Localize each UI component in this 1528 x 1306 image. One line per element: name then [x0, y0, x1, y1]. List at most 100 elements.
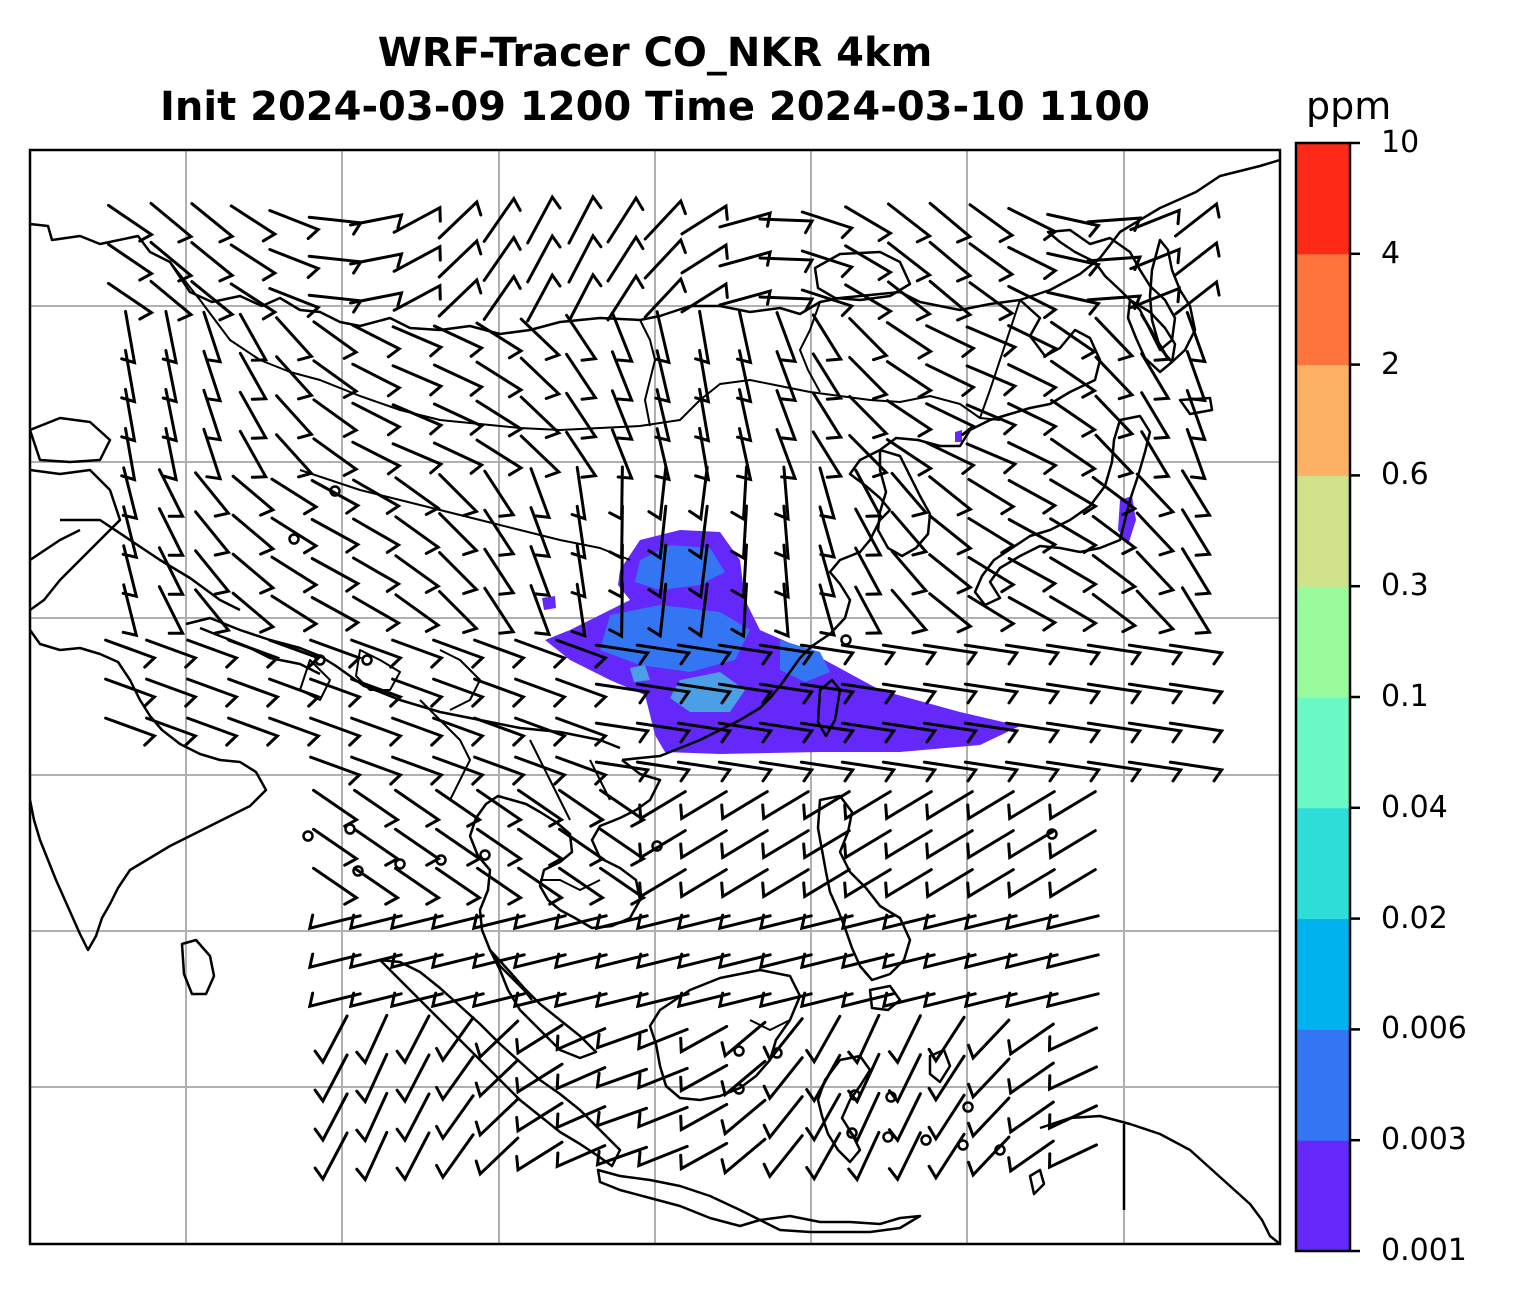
- wind-barb: [928, 475, 974, 517]
- wind-barb: [1007, 324, 1059, 359]
- wind-barb: [774, 543, 790, 600]
- wind-barb: [473, 716, 527, 747]
- wind-barb: [1046, 290, 1102, 316]
- wind-barb: [1174, 201, 1221, 238]
- wind-barb: [519, 395, 562, 439]
- wind-barb: [157, 507, 186, 557]
- wind-barb: [437, 238, 483, 279]
- wind-barb: [483, 547, 516, 596]
- wind-barb: [890, 588, 929, 635]
- wind-barb: [1049, 478, 1099, 515]
- wind-barb: [231, 552, 276, 595]
- wind-barb: [1168, 643, 1225, 666]
- wind-barb: [595, 1106, 648, 1128]
- wind-barb: [309, 716, 363, 747]
- wind-barb: [758, 295, 815, 313]
- colorbar: [1294, 141, 1360, 1253]
- colorbar-tick-label: 0.1: [1381, 679, 1429, 714]
- wind-barb: [884, 829, 933, 860]
- wind-barb: [758, 913, 813, 931]
- wind-barb: [1007, 245, 1059, 281]
- wind-barb: [928, 201, 973, 244]
- wind-barb: [847, 1091, 881, 1144]
- wind-barb: [610, 311, 634, 363]
- wind-barb: [526, 272, 562, 323]
- wind-barb: [394, 866, 442, 906]
- wind-barb: [676, 760, 733, 783]
- wind-barb: [307, 952, 362, 970]
- wind-barb: [526, 194, 562, 245]
- wind-barb: [848, 356, 890, 401]
- colorbar-units-label: ppm: [1306, 84, 1392, 128]
- wind-barb: [818, 466, 837, 520]
- wind-barb: [104, 677, 158, 708]
- wind-barb: [927, 1054, 966, 1103]
- wind-barb: [1091, 514, 1138, 556]
- wind-barb: [881, 991, 936, 1009]
- wind-barb: [475, 438, 524, 477]
- wind-barb: [483, 586, 516, 635]
- wind-barb: [474, 1097, 520, 1138]
- wind-barb: [227, 716, 281, 747]
- wind-barb: [676, 721, 733, 744]
- wind-barbs: [104, 194, 1225, 1183]
- wind-barb: [567, 272, 603, 323]
- wind-barb: [352, 595, 402, 632]
- colorbar-segment: [1296, 586, 1350, 698]
- wind-barb: [310, 479, 361, 515]
- wind-barb: [268, 209, 322, 240]
- wind-barb: [730, 543, 748, 600]
- colorbar-segment: [1296, 1029, 1350, 1141]
- wind-barb: [202, 349, 223, 403]
- wind-barb: [391, 638, 445, 669]
- wind-barb: [717, 760, 774, 783]
- wind-barb: [595, 1028, 648, 1050]
- wind-barb: [186, 716, 240, 747]
- wind-barb: [432, 716, 486, 747]
- wind-barb: [635, 721, 692, 744]
- wind-barb: [805, 1092, 842, 1143]
- wind-barb: [799, 760, 856, 783]
- wind-barb: [963, 643, 1020, 666]
- wind-barb: [963, 721, 1020, 744]
- wind-barb: [1004, 643, 1061, 666]
- wind-barb: [555, 1066, 607, 1091]
- wind-barb: [890, 510, 929, 557]
- colorbar-segment: [1296, 253, 1350, 366]
- wind-barb: [1007, 557, 1058, 593]
- wind-barb: [1185, 389, 1207, 442]
- wind-barb: [313, 1131, 349, 1182]
- wind-barb: [799, 721, 856, 744]
- wind-barb: [925, 829, 974, 860]
- wind-barb: [1181, 586, 1213, 635]
- wind-barb: [635, 643, 692, 666]
- wind-barb: [1007, 363, 1059, 398]
- wind-barb: [1004, 721, 1061, 744]
- wind-barb: [190, 202, 236, 244]
- wind-barb: [1086, 760, 1143, 783]
- wind-barb: [194, 588, 232, 635]
- wind-barb: [1094, 394, 1135, 440]
- wind-barb: [840, 913, 895, 931]
- wind-barb: [718, 289, 773, 307]
- wind-barb: [847, 1052, 881, 1105]
- wind-barb: [435, 866, 483, 906]
- wind-barb: [349, 213, 404, 230]
- wind-barb: [679, 868, 728, 899]
- wind-barb: [775, 311, 798, 364]
- wind-barb: [1140, 391, 1171, 440]
- wind-barb: [517, 788, 565, 828]
- wind-barb: [680, 281, 729, 314]
- wind-barb: [966, 790, 1015, 821]
- wind-barb: [565, 352, 598, 401]
- wind-barb: [676, 682, 733, 705]
- wind-barb: [268, 716, 322, 747]
- wind-barb: [1007, 1022, 1055, 1057]
- wind-barb: [887, 1014, 922, 1066]
- wind-barb: [474, 1058, 520, 1099]
- wind-barb: [1045, 991, 1100, 1009]
- wind-barb: [474, 1136, 520, 1177]
- wind-barb: [570, 504, 587, 560]
- wind-barb: [720, 1137, 767, 1176]
- wind-barb: [512, 913, 567, 931]
